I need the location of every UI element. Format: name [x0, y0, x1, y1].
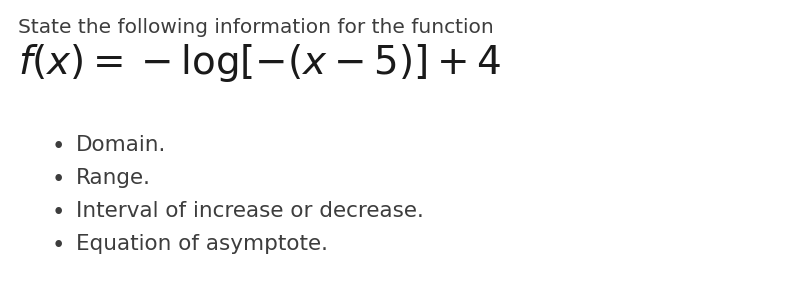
Text: $f(x) = -\log[-(x-5)] + 4$: $f(x) = -\log[-(x-5)] + 4$ — [18, 42, 500, 84]
Text: Domain.: Domain. — [76, 135, 166, 155]
Text: •: • — [52, 234, 66, 257]
Text: •: • — [52, 135, 66, 158]
Text: State the following information for the function: State the following information for the … — [18, 18, 494, 37]
Text: Interval of increase or decrease.: Interval of increase or decrease. — [76, 201, 424, 221]
Text: •: • — [52, 168, 66, 191]
Text: •: • — [52, 201, 66, 224]
Text: Equation of asymptote.: Equation of asymptote. — [76, 234, 328, 254]
Text: Range.: Range. — [76, 168, 151, 188]
